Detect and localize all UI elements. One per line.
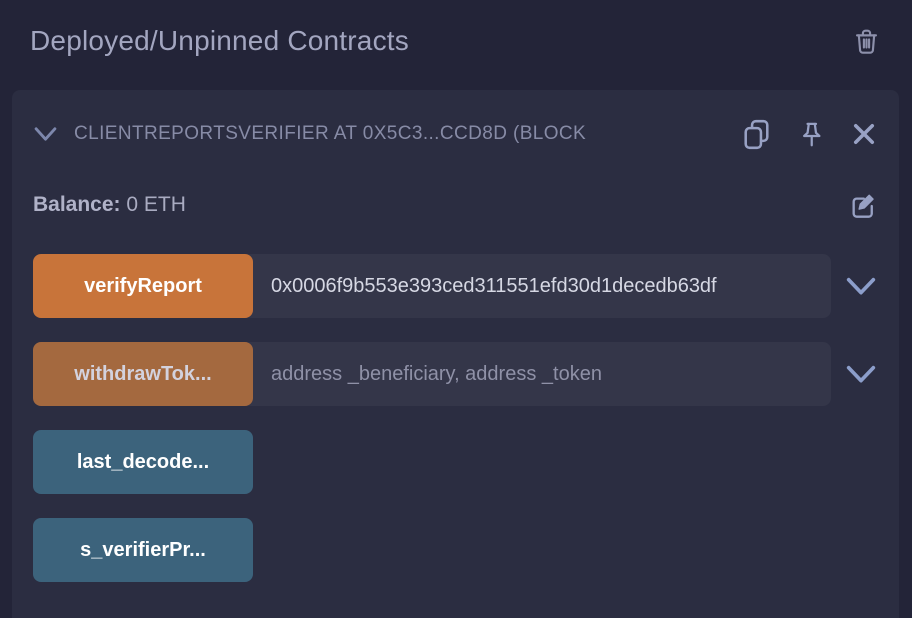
page-title: Deployed/Unpinned Contracts	[30, 25, 409, 56]
function-row: s_verifierPr...	[33, 518, 877, 582]
close-icon[interactable]	[851, 121, 877, 147]
function-row: last_decode...	[33, 430, 877, 494]
withdraw-token-button[interactable]: withdrawTok...	[33, 342, 253, 406]
balance-row: Balance: 0 ETH	[33, 186, 877, 224]
function-row: withdrawTok...	[33, 342, 877, 406]
verify-report-button[interactable]: verifyReport	[33, 254, 253, 318]
s-verifier-proxy-button[interactable]: s_verifierPr...	[33, 518, 253, 582]
contract-header: ClientReportsVerifier at 0x5C3...CCd8D (…	[33, 110, 877, 158]
contract-card: ClientReportsVerifier at 0x5C3...CCd8D (…	[12, 90, 899, 618]
balance-value: 0 ETH	[126, 193, 186, 216]
pin-icon[interactable]	[798, 119, 825, 150]
trash-icon[interactable]	[853, 26, 880, 56]
edit-icon[interactable]	[849, 191, 877, 220]
page-header: Deployed/Unpinned Contracts	[0, 0, 912, 90]
withdraw-token-input[interactable]	[243, 342, 831, 406]
last-decoded-button[interactable]: last_decode...	[33, 430, 253, 494]
balance-label: Balance:	[33, 193, 121, 216]
balance-text: Balance: 0 ETH	[33, 193, 186, 217]
chevron-down-icon[interactable]	[845, 364, 877, 385]
chevron-down-icon[interactable]	[845, 276, 877, 297]
contract-title: ClientReportsVerifier at 0x5C3...CCd8D (…	[74, 123, 587, 144]
contract-header-actions	[741, 118, 877, 151]
function-row: verifyReport	[33, 254, 877, 318]
verify-report-input[interactable]	[243, 254, 831, 318]
chevron-down-icon[interactable]	[33, 125, 58, 143]
copy-icon[interactable]	[741, 118, 772, 151]
